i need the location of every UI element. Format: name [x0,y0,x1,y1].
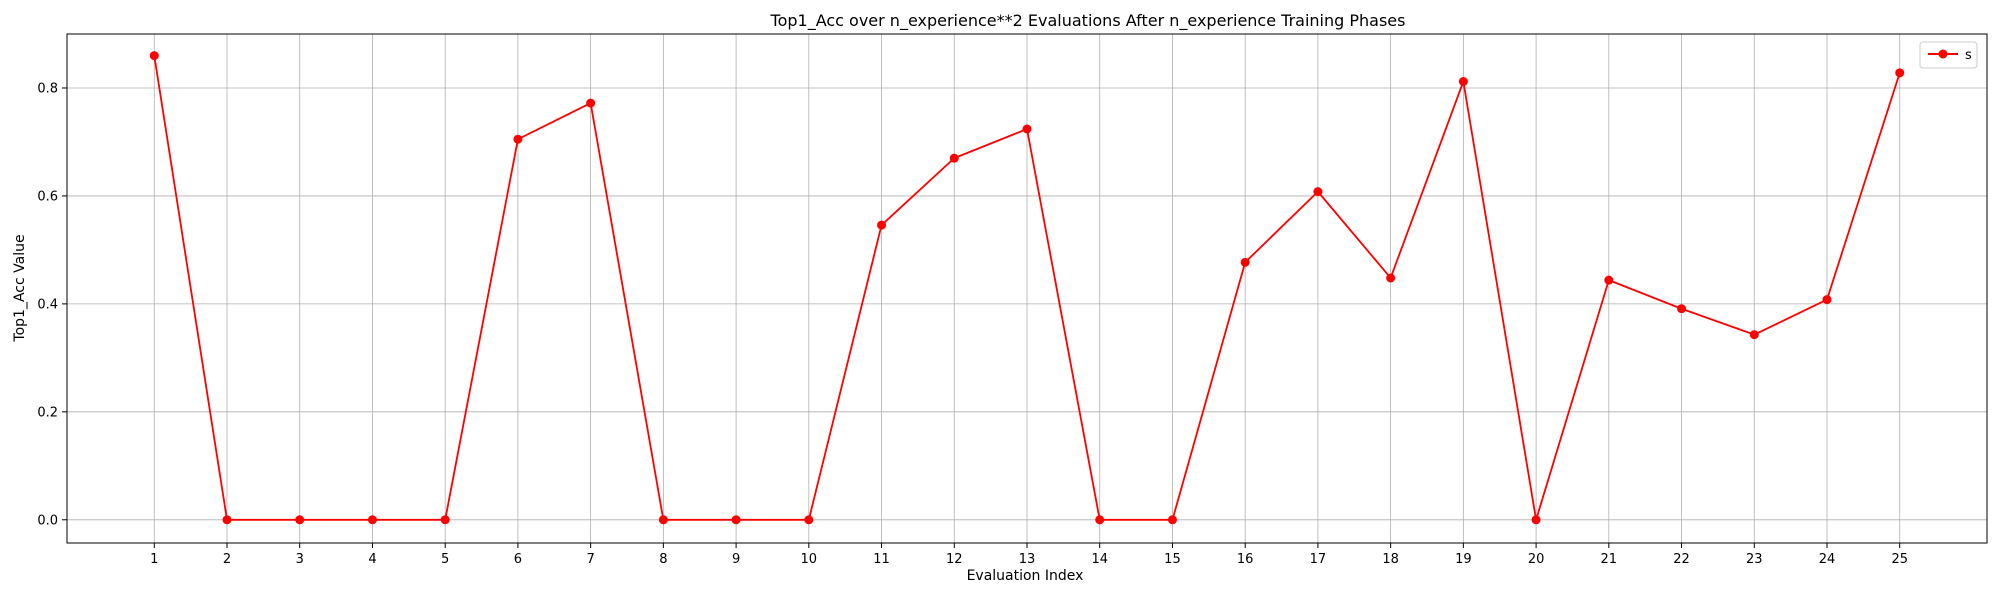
data-point [1167,515,1177,525]
data-point [1458,76,1468,86]
x-tick-label: 4 [368,552,376,567]
x-tick-label: 17 [1310,552,1327,567]
x-tick-label: 7 [586,552,594,567]
data-point [513,134,523,144]
x-tick-label: 19 [1455,552,1472,567]
data-point [1095,515,1105,525]
data-point [440,515,450,525]
x-tick-label: 21 [1601,552,1618,567]
data-point [1022,124,1032,134]
x-tick-label: 24 [1819,552,1836,567]
x-tick-label: 20 [1528,552,1545,567]
data-point [804,515,814,525]
x-tick-label: 11 [873,552,890,567]
x-axis-label: Evaluation Index [967,568,1084,584]
x-tick-label: 3 [296,552,304,567]
data-point [1749,330,1759,340]
x-tick-label: 12 [946,552,963,567]
y-tick-label: 0.6 [37,189,58,204]
data-point [877,220,887,230]
x-tick-label: 23 [1746,552,1763,567]
y-tick-label: 0.4 [37,297,58,312]
x-tick-label: 2 [223,552,231,567]
data-point [731,515,741,525]
data-point [222,515,232,525]
data-point [1822,295,1832,305]
data-point [1895,68,1905,78]
x-tick-label: 14 [1091,552,1108,567]
x-tick-label: 10 [801,552,818,567]
y-tick-label: 0.0 [37,513,58,528]
x-tick-label: 8 [659,552,667,567]
data-point [949,153,959,163]
x-tick-label: 18 [1382,552,1399,567]
legend: s [1919,41,1978,69]
legend-marker [1938,49,1948,59]
data-point [586,98,596,108]
chart-title: Top1_Acc over n_experience**2 Evaluation… [770,11,1406,31]
data-point [1531,515,1541,525]
data-point [1604,275,1614,285]
x-tick-label: 16 [1237,552,1254,567]
y-tick-label: 0.8 [37,81,58,96]
x-tick-label: 1 [150,552,158,567]
x-tick-label: 6 [514,552,522,567]
y-axis-ticks: 0.0 0.2 0.4 0.6 0.8 [37,81,67,528]
series-layer [149,51,1905,525]
data-point [658,515,668,525]
data-point [295,515,305,525]
x-tick-label: 25 [1891,552,1908,567]
y-axis-label: Top1_Acc Value [12,234,28,342]
data-point [149,51,159,61]
x-tick-label: 13 [1019,552,1036,567]
legend-label: s [1965,48,1972,63]
y-tick-label: 0.2 [37,405,58,420]
data-point [1677,304,1687,314]
x-tick-label: 5 [441,552,449,567]
x-axis-ticks: 1 2 3 4 5 6 7 8 9 10 11 12 13 14 15 16 17 18 19 20 21 22 23 24 2… [150,543,1908,567]
x-tick-label: 15 [1164,552,1181,567]
grid-lines [67,34,1987,543]
data-point [1313,187,1323,197]
data-point [1386,273,1396,283]
data-point [1240,257,1250,267]
data-point [367,515,377,525]
x-tick-label: 22 [1673,552,1690,567]
x-tick-label: 9 [732,552,740,567]
